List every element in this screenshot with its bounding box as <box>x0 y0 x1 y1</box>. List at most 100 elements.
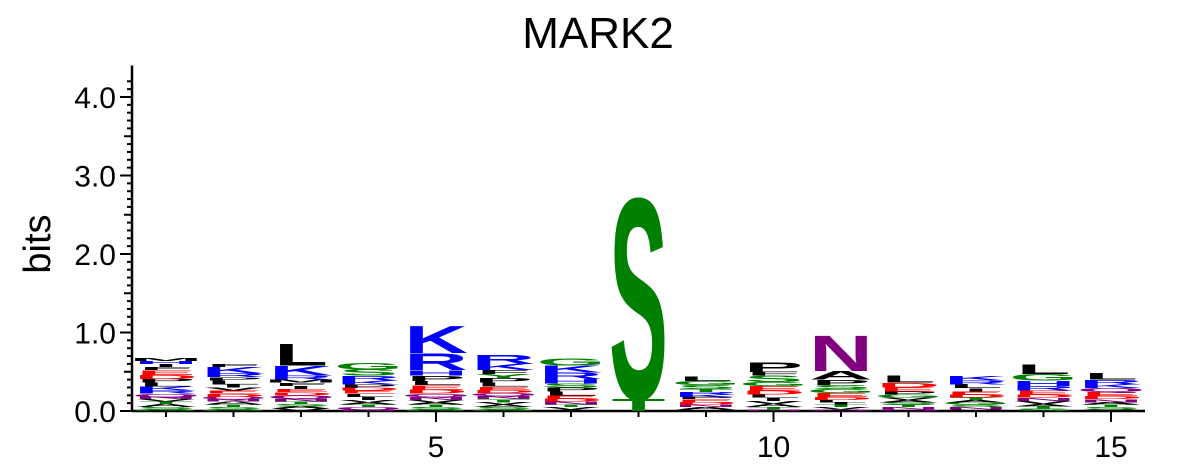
x-tick-label: 10 <box>757 431 790 464</box>
logo-letter-K: K <box>539 364 603 375</box>
logo-letter-I: I <box>964 388 988 393</box>
logo-letter-E: E <box>1014 390 1073 396</box>
logo-letter-Q: Q <box>402 393 471 398</box>
logo-letter-R: R <box>472 352 536 367</box>
logo-letter-F: F <box>207 363 261 368</box>
logo-letter-D: D <box>134 374 198 380</box>
logo-letter-F: F <box>274 382 328 387</box>
logo-letter-T: T <box>882 404 936 408</box>
logo-letter-P: P <box>677 396 736 400</box>
logo-letter-A: A <box>809 369 873 382</box>
logo-letter-S: S <box>744 374 803 384</box>
logo-letter-E: E <box>474 386 533 391</box>
logo-letter-R: R <box>202 372 266 378</box>
logo-letter-N: N <box>674 404 738 408</box>
logo-letter-E: E <box>677 399 736 404</box>
logo-letter-L: L <box>342 393 396 398</box>
logo-letter-N: N <box>944 407 1008 411</box>
logo-letter-E: E <box>879 386 938 392</box>
logo-letter-G: G <box>672 380 741 386</box>
y-tick-label: 4.0 <box>74 82 116 115</box>
logo-letter-H: H <box>1012 379 1076 388</box>
logo-letter-S: S <box>812 384 871 390</box>
logo-letter-Q: Q <box>199 396 268 400</box>
logo-letter-K: K <box>337 379 401 385</box>
logo-letter-D: D <box>674 402 738 406</box>
logo-letter-L: L <box>747 394 801 399</box>
logo-letter-L: L <box>477 382 531 388</box>
logo-letter-R: R <box>337 375 401 382</box>
logo-letter-K: K <box>674 394 738 398</box>
logo-letter-Y: Y <box>474 373 533 379</box>
logo-letter-A: A <box>472 404 536 408</box>
logo-letter-R: R <box>134 390 198 395</box>
logo-letter-V: V <box>272 408 331 412</box>
logo-letter-F: F <box>139 366 193 371</box>
logo-letter-V: V <box>1082 409 1141 411</box>
logo-letter-H: H <box>539 378 603 385</box>
logo-letter-G: G <box>942 402 1011 406</box>
logo-letter-P: P <box>879 391 938 396</box>
logo-letter-G: G <box>334 362 403 372</box>
logo-letter-G: G <box>132 409 201 411</box>
logo-letter-N: N <box>202 399 266 403</box>
logo-letter-E: E <box>204 390 263 395</box>
logo-letter-N: N <box>1079 399 1143 404</box>
y-tick-label: 0.0 <box>74 396 116 429</box>
logo-letter-K: K <box>269 363 333 379</box>
logo-letter-T: T <box>207 404 261 408</box>
logo-letter-Q: Q <box>267 395 336 400</box>
logo-letter-F: F <box>477 369 531 375</box>
logo-letter-V: V <box>407 399 466 403</box>
logo-letter-R: R <box>1012 385 1076 392</box>
logo-letter-I: I <box>289 385 313 390</box>
logo-letter-N: N <box>134 396 198 400</box>
logo-letter-I: I <box>761 397 785 402</box>
logo-letter-N: N <box>539 401 603 406</box>
logo-letter-V: V <box>1014 400 1073 405</box>
logo-letter-Q: Q <box>1077 387 1146 393</box>
logo-letter-G: G <box>537 357 606 368</box>
logo-letter-R: R <box>674 392 738 396</box>
logo-letter-V: V <box>744 400 803 405</box>
logo-letter-K: K <box>472 362 536 372</box>
logo-letter-L: L <box>274 337 328 372</box>
logo-letter-E: E <box>947 391 1006 396</box>
logo-letter-N: N <box>742 409 806 411</box>
x-tick-label: 5 <box>428 431 445 464</box>
logo-letter-S: S <box>407 407 466 411</box>
logo-letter-V: V <box>204 387 263 392</box>
logo-letter-E: E <box>744 385 803 392</box>
logo-letter-M: M <box>264 379 337 384</box>
logo-letter-V: V <box>879 397 938 401</box>
logo-letter-E: E <box>339 390 398 395</box>
logo-letter-A: A <box>337 402 401 406</box>
logo-letter-P: P <box>812 378 871 387</box>
logo-letter-D: D <box>1079 395 1143 400</box>
logo-letter-S: S <box>677 384 736 390</box>
logo-letter-G: G <box>807 388 876 394</box>
logo-letter-L: L <box>207 379 261 385</box>
logo-letter-G: G <box>199 409 268 411</box>
y-axis: 0.0 1.0 2.0 3.0 4.0 <box>74 65 134 429</box>
logo-letter-S: S <box>474 407 533 411</box>
logo-letter-N: N <box>337 409 401 411</box>
logo-letter-H: H <box>134 360 198 365</box>
logo-letter-P: P <box>474 377 533 384</box>
x-tick-label: 15 <box>1094 431 1127 464</box>
logo-letter-V: V <box>474 402 533 406</box>
logo-letter-T: T <box>274 401 328 405</box>
logo-letter-G: G <box>874 394 943 399</box>
logo-letter-M: M <box>129 357 202 362</box>
logo-letter-N: N <box>877 407 941 411</box>
logo-letter-S: S <box>204 407 263 411</box>
logo-letter-S: S <box>339 368 398 378</box>
logo-letter-L: L <box>1017 362 1071 378</box>
logo-letter-A: A <box>742 403 806 408</box>
logo-letter-D: D <box>809 396 873 401</box>
logo-letter-A: A <box>539 409 603 411</box>
